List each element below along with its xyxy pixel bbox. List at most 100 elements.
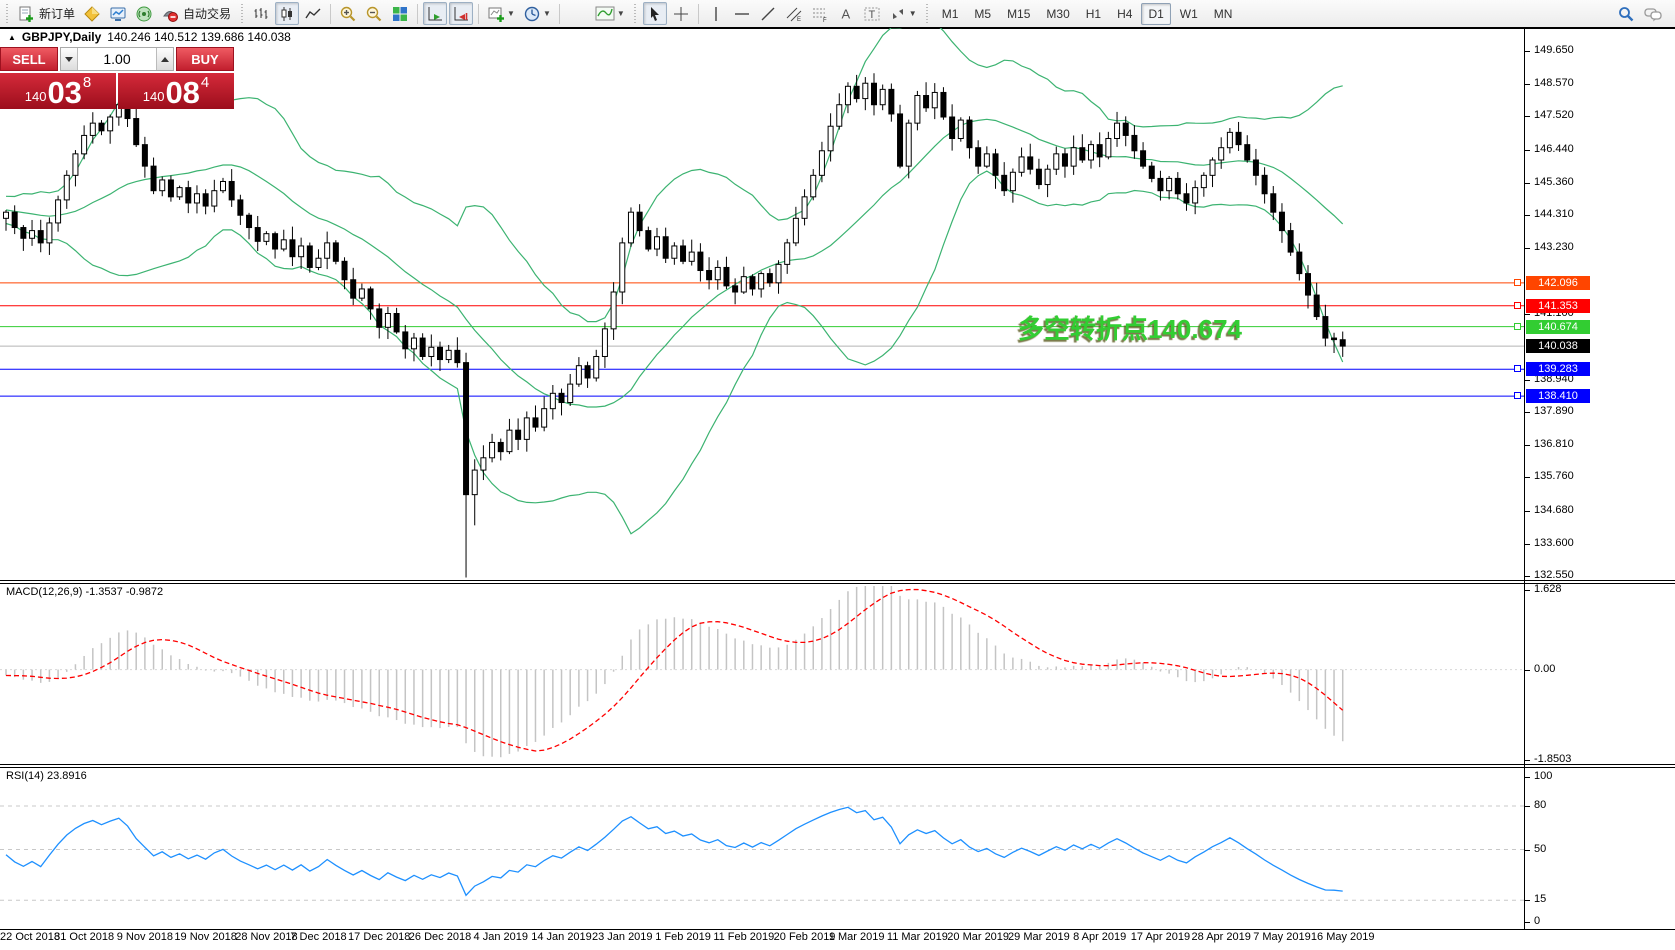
buy-price-prefix: 140 xyxy=(142,89,165,104)
axis-tick xyxy=(1524,590,1530,591)
candlestick-chart-icon xyxy=(281,6,293,21)
macd-histogram xyxy=(5,586,1344,758)
timeframe-M1[interactable]: M1 xyxy=(941,6,959,21)
rsi-label: RSI(14) 23.8916 xyxy=(6,770,87,782)
price-tick-label: -1.8503 xyxy=(1534,753,1572,765)
bar-chart-button[interactable] xyxy=(249,2,273,25)
toolbar-handle xyxy=(239,3,245,24)
axis-tick xyxy=(1524,669,1530,671)
zoom-out-button[interactable] xyxy=(362,2,386,25)
main-chart-area[interactable] xyxy=(0,28,1524,580)
sell-button[interactable]: SELL xyxy=(0,47,58,71)
toolbar-handle xyxy=(924,3,930,24)
svg-text:E: E xyxy=(797,17,801,23)
text-button[interactable]: A xyxy=(834,2,858,25)
cursor-button[interactable] xyxy=(642,2,667,25)
price-tag: 141.353 xyxy=(1526,298,1590,313)
arrows-button[interactable]: ▼ xyxy=(886,2,920,25)
price-tick-label: 0 xyxy=(1534,915,1541,927)
chat-icon xyxy=(1644,7,1662,21)
line-anchor-marker xyxy=(1514,301,1521,309)
date-label: 1 Mar 2019 xyxy=(828,931,885,943)
indicators-button[interactable]: ▼ xyxy=(592,2,628,25)
timeframe-D1[interactable]: D1 xyxy=(1141,2,1171,25)
trendline-button[interactable] xyxy=(756,2,780,25)
autotrading-icon xyxy=(163,10,179,22)
candlestick-chart-button[interactable] xyxy=(275,2,300,25)
auto-scroll-icon xyxy=(428,6,443,20)
metaeditor-button[interactable] xyxy=(80,2,104,25)
chart-annotation-text[interactable]: 多空转折点140.674 xyxy=(1018,314,1242,344)
buy-button[interactable]: BUY xyxy=(176,47,234,71)
zoom-in-button[interactable] xyxy=(336,2,360,25)
sell-price-sup: 8 xyxy=(82,74,92,91)
search-button[interactable] xyxy=(1614,2,1638,25)
rsi-pane[interactable] xyxy=(0,767,1524,929)
volume-decrease-button[interactable] xyxy=(61,48,78,70)
trade-panel-toggle-icon[interactable]: ▲ xyxy=(8,32,16,42)
timeframe-H1[interactable]: H1 xyxy=(1085,6,1102,21)
timeframe-M5[interactable]: M5 xyxy=(974,6,992,21)
chart-shift-button[interactable] xyxy=(449,2,474,25)
price-tick-label: 143.230 xyxy=(1534,241,1574,254)
tile-windows-button[interactable] xyxy=(388,2,412,25)
fibonacci-button[interactable]: F xyxy=(808,2,832,25)
new-chart-button[interactable]: ▼ xyxy=(484,2,518,25)
tile-windows-icon xyxy=(393,6,408,21)
triangle-up-icon xyxy=(161,56,169,62)
auto-scroll-button[interactable] xyxy=(423,2,448,25)
line-anchor-marker xyxy=(1514,365,1521,373)
horizontal-line-button[interactable] xyxy=(730,2,754,25)
date-label: 4 Jan 2019 xyxy=(473,931,528,943)
pane-separator xyxy=(0,580,1675,581)
date-label: 28 Nov 2018 xyxy=(235,931,298,943)
date-label: 20 Feb 2019 xyxy=(773,931,836,943)
date-label: 11 Mar 2019 xyxy=(886,931,948,943)
axis-tick xyxy=(1524,84,1530,86)
price-tag: 139.283 xyxy=(1526,362,1590,377)
macd-label: MACD(12,26,9) -1.3537 -0.9872 xyxy=(6,586,164,598)
cursor-icon xyxy=(650,6,659,21)
current-price-tag: 140.038 xyxy=(1526,339,1590,354)
axis-tick xyxy=(1524,543,1530,545)
terminal-button[interactable] xyxy=(106,2,130,25)
price-tick-label: 145.360 xyxy=(1534,175,1574,188)
price-tick-label: 1.628 xyxy=(1534,583,1562,595)
axis-tick xyxy=(1524,477,1530,479)
date-label: 22 Oct 2018 xyxy=(0,931,60,943)
one-click-trading-panel: SELL 1.00 BUY 140 03 8 140 08 4 xyxy=(0,47,234,109)
chat-button[interactable] xyxy=(1640,2,1666,25)
bb-middle-band xyxy=(5,118,1344,408)
line-chart-button[interactable] xyxy=(301,2,325,25)
volume-value[interactable]: 1.00 xyxy=(103,51,131,67)
timeframe-W1[interactable]: W1 xyxy=(1179,6,1198,21)
macd-pane[interactable] xyxy=(0,583,1524,764)
new-order-button[interactable]: 新订单 xyxy=(14,2,78,25)
volume-increase-button[interactable] xyxy=(156,48,173,70)
rsi-line xyxy=(5,806,1343,897)
toolbar-separator xyxy=(558,3,560,24)
svg-text:F: F xyxy=(823,18,827,23)
sell-price[interactable]: 140 03 8 xyxy=(0,73,116,109)
chart-ohlc-values: 140.246 140.512 139.686 140.038 xyxy=(107,30,291,44)
vertical-line-button[interactable] xyxy=(704,2,728,25)
axis-tick xyxy=(1524,182,1530,184)
chevron-down-icon: ▼ xyxy=(908,9,917,18)
buy-price[interactable]: 140 08 4 xyxy=(118,73,234,109)
indicators-icon xyxy=(595,6,615,20)
signals-button[interactable] xyxy=(132,2,156,25)
autotrading-button[interactable]: 自动交易 xyxy=(158,2,234,25)
crosshair-button[interactable] xyxy=(669,2,693,25)
equidistant-channel-button[interactable]: E xyxy=(782,2,806,25)
price-tick-label: 146.440 xyxy=(1534,142,1574,155)
timeframe-M30[interactable]: M30 xyxy=(1046,6,1070,21)
buy-price-sup: 4 xyxy=(200,74,210,91)
axis-tick xyxy=(1524,248,1530,250)
timeframe-MN[interactable]: MN xyxy=(1213,6,1233,21)
text-label-button[interactable]: T xyxy=(860,2,884,25)
sell-price-prefix: 140 xyxy=(24,89,47,104)
pane-separator xyxy=(0,764,1675,765)
timeframe-M15[interactable]: M15 xyxy=(1007,6,1031,21)
timeframe-H4[interactable]: H4 xyxy=(1117,6,1133,21)
profiles-button[interactable]: ▼ xyxy=(520,2,554,25)
